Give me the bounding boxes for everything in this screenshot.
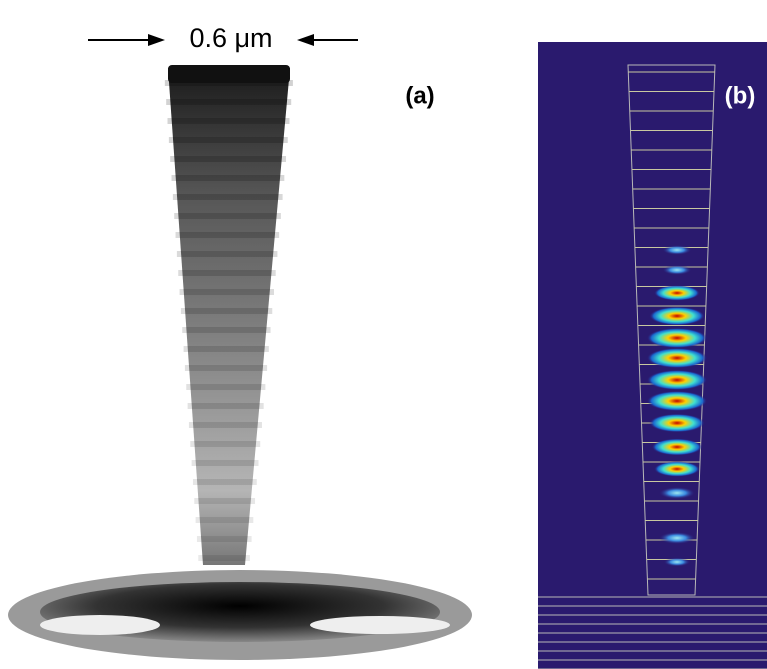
mirror-layer [190, 441, 260, 447]
mirror-layer [198, 555, 250, 561]
mirror-layer [174, 213, 281, 219]
mirror-layer [181, 308, 272, 314]
mirror-layer [189, 422, 262, 428]
mirror-layer [184, 346, 269, 352]
field-spot [647, 348, 707, 368]
pillar-top [168, 65, 290, 83]
micrograph [8, 65, 472, 660]
field-spot [654, 461, 700, 476]
mirror-layer [177, 251, 278, 257]
field-spot [649, 307, 704, 325]
arrow-head [297, 34, 314, 46]
mirror-layer [178, 270, 275, 276]
mirror-layer [192, 460, 259, 466]
field-spot [649, 414, 704, 432]
field-spot [647, 391, 707, 411]
field-spot [647, 370, 707, 390]
reflection [310, 616, 450, 634]
page: {"figure": {"scale_label": "0.6 μm", "pa… [0, 0, 767, 669]
mirror-layer [172, 175, 285, 181]
mirror-layer [185, 365, 267, 371]
field-spot [663, 245, 692, 255]
mirror-layer [173, 194, 283, 200]
field-spot [659, 487, 695, 499]
field-spot [663, 265, 692, 275]
mirror-layer [168, 118, 290, 124]
arrow-head [148, 34, 165, 46]
mirror-layer [169, 137, 288, 143]
figure: 0.6 μm (a) (b) (() => { const data = JSO… [0, 0, 767, 669]
mirror-layer [166, 99, 291, 105]
field-spot [654, 285, 700, 300]
mirror-layer [188, 403, 264, 409]
panel-label: (a) [405, 82, 434, 109]
simulation [538, 42, 767, 669]
field-spot [664, 558, 690, 567]
mirror-layer [182, 327, 270, 333]
mirror-layer [193, 479, 257, 485]
mirror-layer [186, 384, 265, 390]
mirror-layer [170, 156, 286, 162]
mirror-layer [197, 536, 252, 542]
mirror-layer [194, 498, 255, 504]
panel-label: (b) [725, 82, 756, 109]
reflection [40, 615, 160, 635]
field-spot [652, 439, 702, 456]
scale-label: 0.6 μm [189, 23, 272, 53]
mirror-layer [180, 289, 274, 295]
mirror-layer [196, 517, 254, 523]
mirror-layer [176, 232, 280, 238]
field-spot [659, 532, 695, 544]
field-spot [647, 328, 707, 348]
